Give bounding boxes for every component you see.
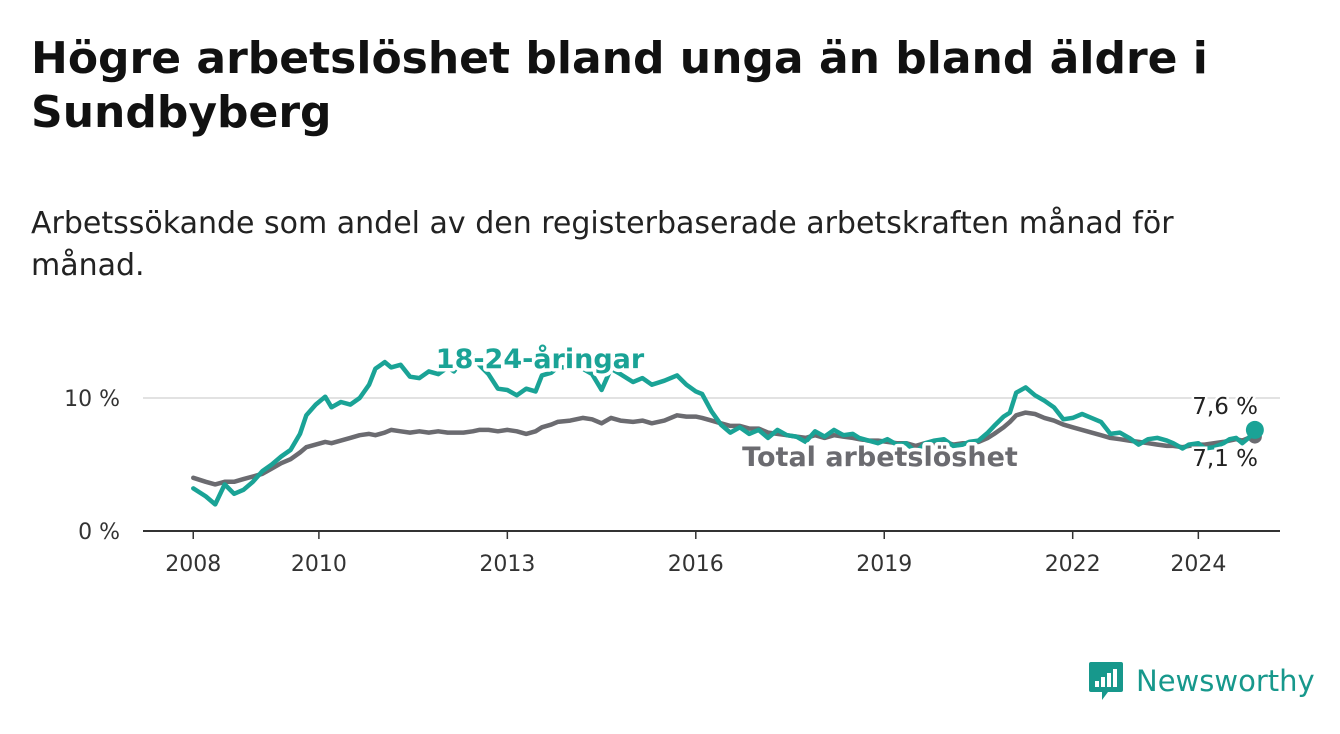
bar-chart-icon [1089,662,1123,700]
x-tick-label: 2008 [165,552,221,577]
newsworthy-logo: Newsworthy [1088,660,1315,702]
x-tick-label: 2024 [1170,552,1226,577]
x-tick-label: 2016 [668,552,724,577]
series-line-total [191,410,1258,487]
x-tick-label: 2013 [479,552,535,577]
series-label-total: Total arbetslöshet [742,442,1018,473]
x-tick-label: 2010 [291,552,347,577]
series-lines [191,353,1264,507]
chart-title: Högre arbetslöshet bland unga än bland ä… [31,33,1208,138]
end-value-label-total: 7,1 % [1192,446,1258,472]
x-tick-label: 2019 [856,552,912,577]
chart-subtitle: Arbetssökande som andel av den registerb… [31,206,1174,283]
brand-name: Newsworthy [1136,664,1315,698]
series-line-youth [191,353,1258,507]
y-tick-label: 10 % [64,387,120,412]
series-labels: 18-24-åringar Total arbetslöshet 7,6 % 7,1 … [432,340,1260,477]
line-chart: 0 % 10 % 2008 2010 2013 2016 2019 2022 2024 18-2… [64,340,1280,577]
axes: 0 % 10 % 2008 2010 2013 2016 2019 2022 2024 [64,387,1280,577]
end-value-label-youth: 7,6 % [1192,394,1258,420]
x-tick-label: 2022 [1045,552,1101,577]
series-label-youth: 18-24-åringar [436,343,645,375]
series-end-dot [1245,420,1264,439]
y-tick-label: 0 % [78,520,120,545]
